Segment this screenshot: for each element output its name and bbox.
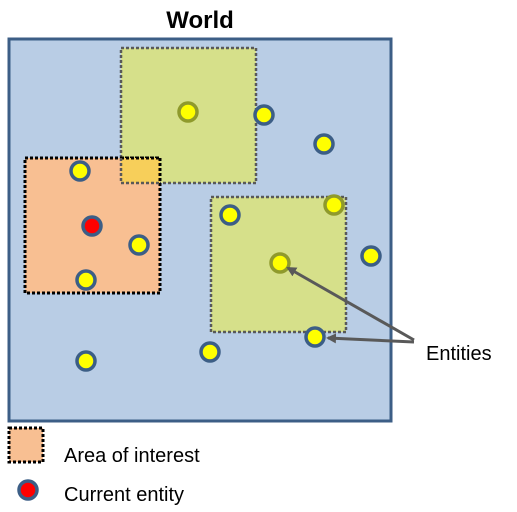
entity xyxy=(219,204,241,226)
entity xyxy=(75,269,97,291)
entity xyxy=(323,194,345,216)
callout-arrow-lower xyxy=(326,333,415,344)
entity-visible xyxy=(177,101,199,123)
legend-current-entity-icon xyxy=(17,479,39,501)
entity xyxy=(304,326,326,348)
entity xyxy=(199,341,221,363)
entities-label: Entities xyxy=(426,343,492,365)
entities xyxy=(69,101,382,372)
entity xyxy=(360,245,382,267)
overlap-region xyxy=(121,158,160,183)
entity xyxy=(128,234,150,256)
legend: Area of interest Current entity xyxy=(7,426,200,506)
legend-area-swatch xyxy=(7,426,45,464)
entities-callout: Entities xyxy=(286,266,492,365)
callout-arrow-upper xyxy=(286,266,415,342)
entity xyxy=(313,133,335,155)
entity xyxy=(75,350,97,372)
entity-visible xyxy=(269,252,291,274)
entity xyxy=(69,160,91,182)
entity xyxy=(253,104,275,126)
current-entity xyxy=(81,215,103,237)
legend-entity-label: Current entity xyxy=(64,484,184,506)
legend-area-label: Area of interest xyxy=(64,445,200,467)
world-title: World xyxy=(166,7,234,34)
